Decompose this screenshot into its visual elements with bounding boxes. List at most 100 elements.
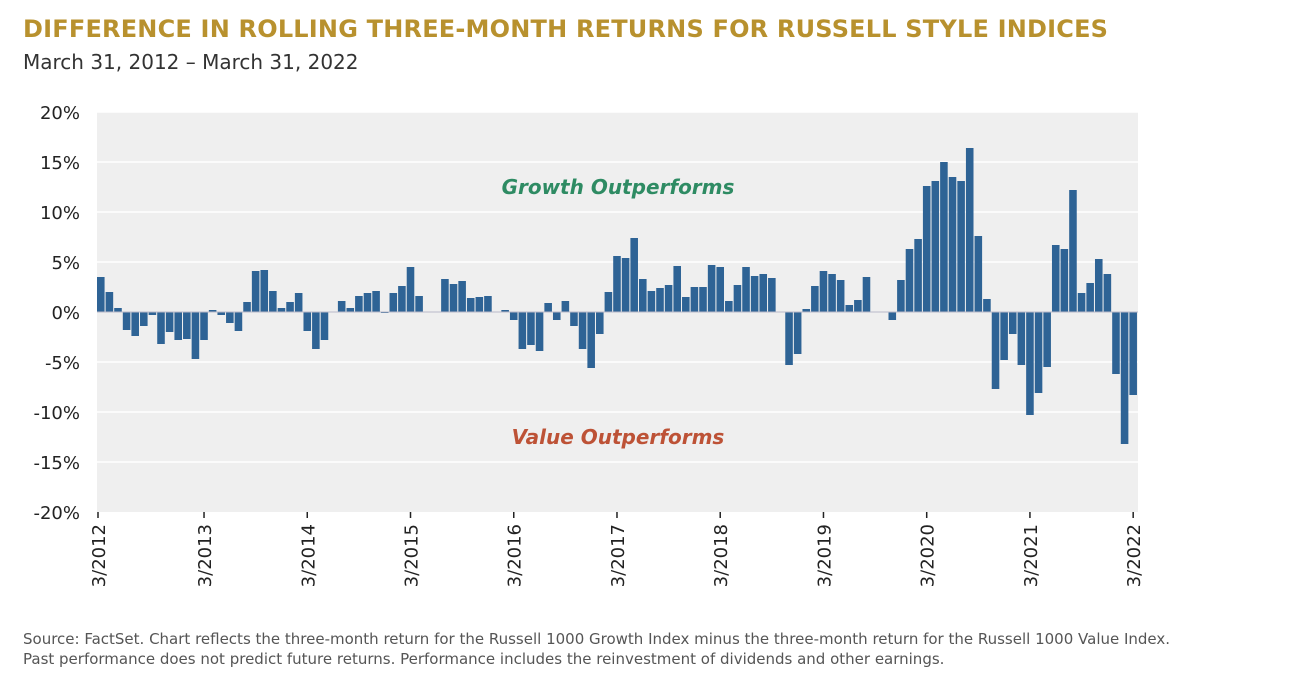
bar bbox=[965, 148, 974, 312]
bar bbox=[656, 288, 664, 312]
x-tick-label: 3/2015 bbox=[402, 524, 423, 587]
bar bbox=[725, 301, 733, 312]
bar bbox=[819, 271, 828, 312]
bar bbox=[1103, 274, 1112, 312]
bar bbox=[97, 277, 105, 312]
bar bbox=[415, 296, 423, 312]
bar bbox=[957, 181, 965, 312]
bar bbox=[613, 256, 621, 312]
bar bbox=[1000, 312, 1008, 360]
bar bbox=[269, 291, 277, 312]
x-tick-label: 3/2021 bbox=[1021, 524, 1042, 587]
bar bbox=[948, 177, 957, 312]
bar bbox=[1017, 312, 1026, 365]
bar bbox=[905, 249, 914, 312]
bar bbox=[303, 312, 312, 331]
bar bbox=[544, 303, 552, 312]
bar bbox=[234, 312, 243, 331]
bar bbox=[277, 308, 286, 312]
bar bbox=[595, 312, 604, 334]
bar bbox=[217, 312, 226, 315]
bar bbox=[260, 270, 269, 312]
source-note: Source: FactSet. Chart reflects the thre… bbox=[23, 630, 1171, 668]
bar bbox=[716, 267, 725, 312]
x-tick-label: 3/2016 bbox=[505, 524, 526, 587]
bar bbox=[750, 276, 759, 312]
bar bbox=[389, 293, 398, 312]
bar bbox=[131, 312, 139, 336]
bar bbox=[802, 309, 811, 312]
bar bbox=[682, 297, 690, 312]
bar bbox=[458, 281, 466, 312]
bar bbox=[363, 293, 372, 312]
chart-title: DIFFERENCE IN ROLLING THREE-MONTH RETURN… bbox=[23, 15, 1109, 43]
bar bbox=[699, 287, 707, 312]
bar bbox=[355, 296, 363, 312]
bar bbox=[587, 312, 595, 368]
bar bbox=[1043, 312, 1051, 367]
bar bbox=[1086, 283, 1094, 312]
bar bbox=[243, 302, 251, 312]
x-axis-ticks bbox=[97, 512, 1134, 518]
bar bbox=[897, 280, 905, 312]
bar bbox=[647, 291, 656, 312]
bar bbox=[501, 310, 509, 312]
x-tick-label: 3/2019 bbox=[814, 524, 835, 587]
y-tick-label: -5% bbox=[45, 353, 80, 374]
bar bbox=[785, 312, 793, 365]
bar bbox=[466, 298, 475, 312]
bar bbox=[742, 267, 750, 312]
chart-subtitle: March 31, 2012 – March 31, 2022 bbox=[23, 50, 359, 74]
bar bbox=[174, 312, 183, 340]
bar bbox=[140, 312, 148, 326]
bar bbox=[630, 238, 638, 312]
x-tick-label: 3/2012 bbox=[89, 524, 110, 587]
x-tick-label: 3/2014 bbox=[298, 524, 319, 587]
growth-outperforms-label: Growth Outperforms bbox=[502, 175, 735, 199]
bar bbox=[673, 266, 681, 312]
bar bbox=[940, 162, 948, 312]
bar bbox=[552, 312, 561, 320]
bar bbox=[312, 312, 320, 349]
bar bbox=[535, 312, 544, 351]
bar bbox=[974, 236, 983, 312]
bar bbox=[294, 293, 303, 312]
bar bbox=[200, 312, 208, 340]
bar bbox=[578, 312, 587, 349]
bar bbox=[639, 279, 647, 312]
bar bbox=[570, 312, 578, 326]
bar-chart: 20%15%10%5%0%-5%-10%-15%-20% 3/2012 3/201… bbox=[33, 103, 1145, 587]
bar bbox=[105, 292, 114, 312]
bar bbox=[854, 300, 862, 312]
x-tick-label: 3/2017 bbox=[608, 524, 629, 587]
bar bbox=[836, 280, 845, 312]
bar bbox=[1077, 293, 1086, 312]
bar bbox=[991, 312, 1000, 389]
bar bbox=[1026, 312, 1034, 415]
bar bbox=[811, 286, 819, 312]
bar bbox=[226, 312, 234, 323]
bar bbox=[441, 279, 449, 312]
value-outperforms-label: Value Outperforms bbox=[512, 425, 725, 449]
bar bbox=[251, 271, 260, 312]
y-tick-label: 15% bbox=[40, 153, 80, 174]
bar bbox=[148, 312, 157, 315]
bar bbox=[1051, 245, 1060, 312]
bar bbox=[449, 284, 458, 312]
bar bbox=[759, 274, 768, 312]
bar bbox=[1112, 312, 1120, 374]
bar bbox=[983, 299, 991, 312]
bar bbox=[931, 181, 940, 312]
bar bbox=[1120, 312, 1129, 444]
bar bbox=[518, 312, 527, 349]
bar bbox=[793, 312, 802, 354]
bar bbox=[733, 285, 742, 312]
x-tick-label: 3/2018 bbox=[711, 524, 732, 587]
y-axis-labels: 20% 15% 10% 5% 0% -5% -10% -15% -20% bbox=[33, 103, 80, 524]
x-tick-label: 3/2013 bbox=[195, 524, 216, 587]
bar bbox=[1129, 312, 1137, 395]
bar bbox=[122, 312, 131, 330]
bar bbox=[604, 292, 613, 312]
bar bbox=[183, 312, 191, 339]
bar bbox=[707, 265, 716, 312]
